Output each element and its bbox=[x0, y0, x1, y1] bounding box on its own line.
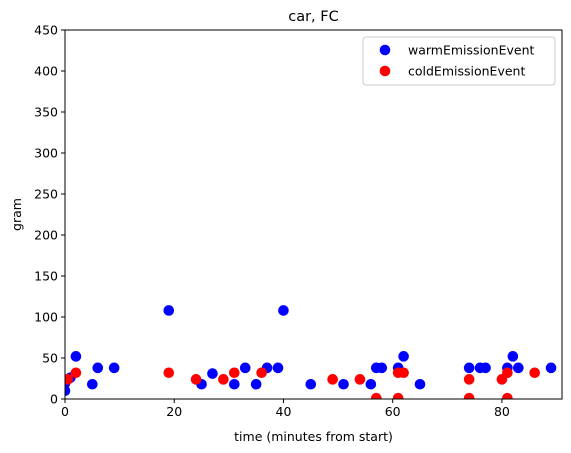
chart-title: car, FC bbox=[288, 9, 339, 25]
x-tick-label: 60 bbox=[385, 404, 401, 419]
warm-emission-event-point bbox=[464, 363, 475, 374]
warm-emission-event-point bbox=[87, 379, 98, 390]
warm-emission-event-point bbox=[305, 379, 316, 390]
warm-emission-event-point bbox=[480, 363, 491, 374]
warm-emission-event-point bbox=[513, 363, 524, 374]
x-tick-label: 0 bbox=[61, 404, 69, 419]
cold-emission-event-point bbox=[371, 393, 382, 404]
cold-emission-event-point bbox=[229, 367, 240, 378]
cold-emission-event-point bbox=[256, 367, 267, 378]
cold-emission-event-point bbox=[529, 367, 540, 378]
warm-emission-event-point bbox=[338, 379, 349, 390]
warm-emission-event-point bbox=[546, 363, 557, 374]
cold-emission-event-point bbox=[464, 374, 475, 385]
cold-emission-event-point bbox=[71, 367, 82, 378]
cold-emission-event-point bbox=[355, 374, 366, 385]
cold-emission-event-point bbox=[464, 393, 475, 404]
y-tick-label: 250 bbox=[34, 187, 58, 202]
warm-emission-event-point bbox=[508, 351, 519, 362]
y-tick-label: 100 bbox=[34, 310, 58, 325]
warm-emission-event-point bbox=[366, 379, 377, 390]
warm-emission-event-point bbox=[92, 363, 103, 374]
warm-emission-event-point bbox=[273, 363, 284, 374]
warm-emission-event-point bbox=[163, 305, 174, 316]
x-tick-label: 40 bbox=[276, 404, 292, 419]
warm-emission-event-point bbox=[251, 379, 262, 390]
legend-marker bbox=[380, 45, 391, 56]
warm-emission-event-point bbox=[398, 351, 409, 362]
y-tick-label: 450 bbox=[34, 23, 58, 38]
legend: warmEmissionEvent coldEmissionEvent bbox=[363, 37, 555, 85]
warm-emission-event-point bbox=[278, 305, 289, 316]
cold-emission-event-point bbox=[398, 367, 409, 378]
warm-emission-event-point bbox=[109, 363, 120, 374]
cold-emission-event-point bbox=[163, 367, 174, 378]
warm-emission-event-point bbox=[415, 379, 426, 390]
cold-emission-event-point bbox=[502, 393, 513, 404]
y-tick-label: 0 bbox=[50, 392, 58, 407]
cold-emission-event-point bbox=[502, 367, 513, 378]
y-axis-label: gram bbox=[9, 198, 24, 231]
warm-emission-event-point bbox=[229, 379, 240, 390]
y-tick-label: 400 bbox=[34, 64, 58, 79]
legend-marker bbox=[380, 66, 391, 77]
y-tick-label: 350 bbox=[34, 105, 58, 120]
warm-emission-event-point bbox=[207, 368, 218, 379]
data-points bbox=[60, 305, 557, 403]
cold-emission-event-point bbox=[327, 374, 338, 385]
x-axis-label: time (minutes from start) bbox=[234, 429, 393, 444]
y-tick-label: 300 bbox=[34, 146, 58, 161]
warm-emission-event-point bbox=[71, 351, 82, 362]
cold-emission-event-point bbox=[191, 374, 202, 385]
cold-emission-event-point bbox=[218, 374, 229, 385]
warm-emission-event-point bbox=[376, 363, 387, 374]
y-tick-label: 200 bbox=[34, 228, 58, 243]
legend-label: warmEmissionEvent bbox=[408, 43, 535, 58]
cold-emission-event-point bbox=[62, 374, 73, 385]
cold-emission-event-point bbox=[393, 393, 404, 404]
x-tick-label: 80 bbox=[494, 404, 510, 419]
y-tick-label: 50 bbox=[42, 351, 58, 366]
x-tick-label: 20 bbox=[166, 404, 182, 419]
y-tick-label: 150 bbox=[34, 269, 58, 284]
x-axis-ticks: 0 20 40 60 80 bbox=[61, 399, 510, 419]
legend-label: coldEmissionEvent bbox=[408, 64, 525, 79]
y-axis-ticks: 0 50 100 150 200 250 300 350 400 450 bbox=[34, 23, 65, 407]
warm-emission-event-point bbox=[240, 363, 251, 374]
